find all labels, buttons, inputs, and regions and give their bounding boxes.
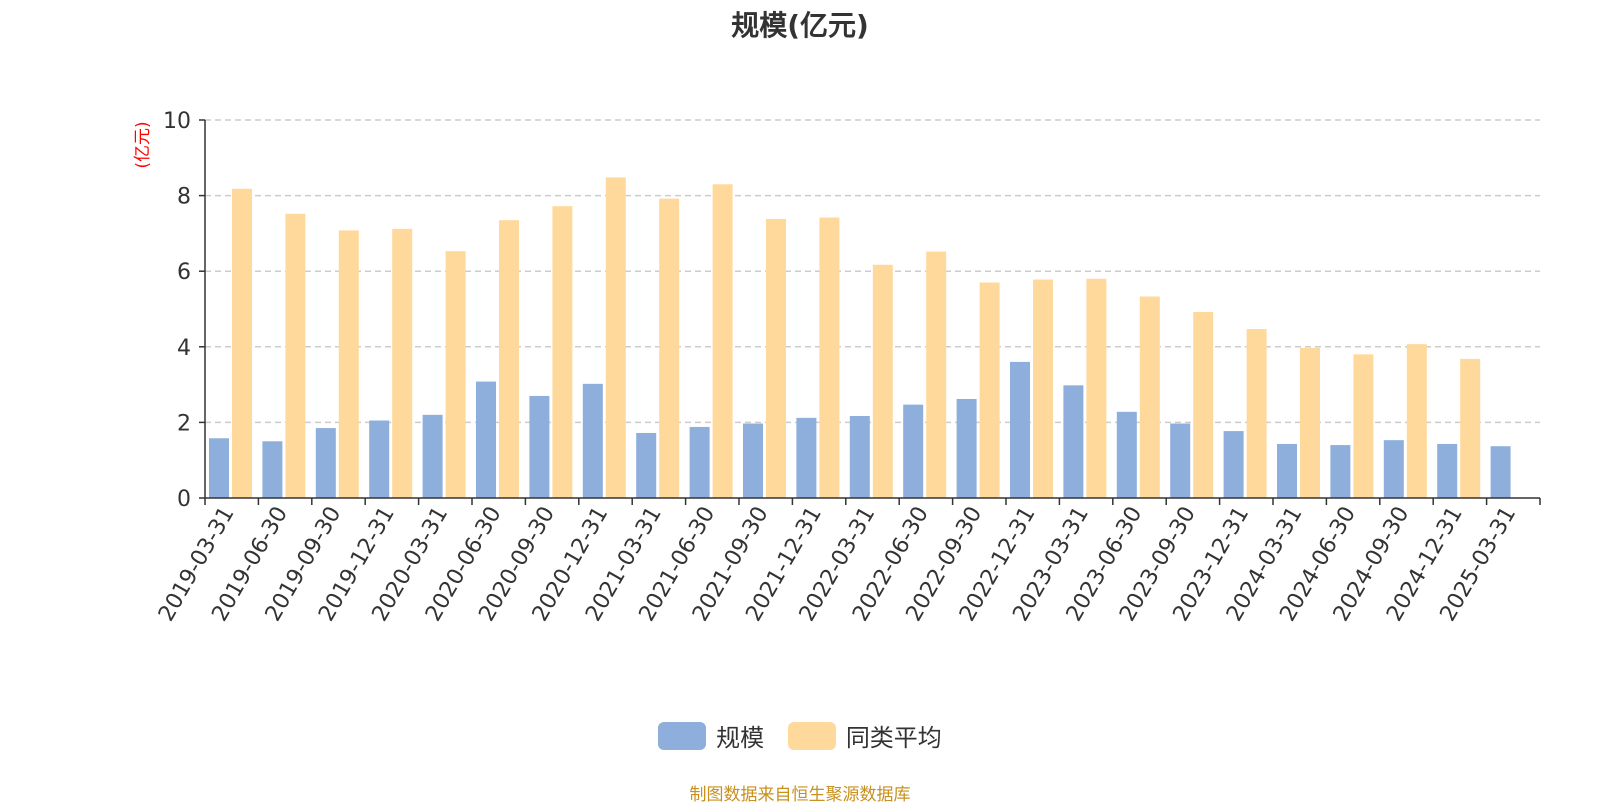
- bar-peer-average[interactable]: [1460, 358, 1481, 498]
- bar-scale[interactable]: [1223, 431, 1244, 498]
- bar-scale[interactable]: [476, 381, 496, 498]
- bar-scale[interactable]: [1490, 446, 1511, 498]
- bar-scale[interactable]: [1330, 445, 1351, 498]
- chart-title: 规模(亿元): [731, 9, 869, 42]
- bar-peer-average[interactable]: [1086, 278, 1107, 498]
- bar-peer-average[interactable]: [819, 217, 840, 499]
- y-tick-label: 6: [177, 260, 191, 285]
- y-tick-label: 8: [177, 185, 191, 210]
- y-tick-label: 2: [177, 411, 191, 436]
- bar-peer-average[interactable]: [285, 213, 306, 498]
- bar-scale[interactable]: [1170, 423, 1191, 498]
- bar-scale[interactable]: [529, 395, 550, 498]
- bar-peer-average[interactable]: [445, 251, 466, 498]
- bar-peer-average[interactable]: [605, 177, 626, 498]
- bar-scale[interactable]: [956, 398, 977, 498]
- legend-label-peer-average: 同类平均: [845, 724, 942, 752]
- bar-peer-average[interactable]: [1033, 279, 1053, 498]
- legend-swatch-scale: [658, 721, 707, 750]
- bar-peer-average[interactable]: [1300, 347, 1320, 498]
- bar-peer-average[interactable]: [979, 282, 1000, 498]
- y-axis-unit-label: (亿元): [133, 121, 153, 168]
- bar-peer-average[interactable]: [1193, 312, 1214, 498]
- bar-scale[interactable]: [369, 420, 390, 498]
- bar-scale[interactable]: [315, 428, 336, 498]
- bar-scale[interactable]: [796, 417, 817, 498]
- bar-peer-average[interactable]: [872, 264, 893, 498]
- bar-scale[interactable]: [209, 438, 229, 498]
- bars: [209, 177, 1511, 499]
- bar-scale[interactable]: [422, 414, 443, 498]
- legend-swatch-peer-average: [787, 721, 836, 750]
- bar-peer-average[interactable]: [232, 188, 252, 498]
- bar-scale[interactable]: [636, 432, 657, 498]
- bar-scale[interactable]: [689, 426, 710, 498]
- bar-scale[interactable]: [1383, 440, 1404, 498]
- bar-peer-average[interactable]: [1246, 329, 1267, 498]
- bar-peer-average[interactable]: [338, 230, 359, 498]
- legend-item-peer-average[interactable]: 同类平均: [787, 718, 942, 753]
- y-tick-label: 10: [163, 109, 191, 134]
- bar-peer-average[interactable]: [552, 206, 573, 498]
- bar-scale[interactable]: [1116, 411, 1137, 498]
- bar-peer-average[interactable]: [499, 220, 519, 499]
- y-tick-label: 0: [177, 487, 191, 512]
- bar-scale[interactable]: [262, 441, 283, 498]
- bar-scale[interactable]: [849, 415, 870, 498]
- source-note: 制图数据来自恒生聚源数据库: [689, 785, 911, 805]
- bar-scale[interactable]: [743, 423, 763, 498]
- bar-peer-average[interactable]: [392, 228, 413, 498]
- bar-scale[interactable]: [1010, 361, 1030, 498]
- bar-peer-average[interactable]: [926, 251, 947, 498]
- bar-peer-average[interactable]: [659, 198, 680, 498]
- bar-peer-average[interactable]: [1139, 296, 1160, 498]
- bar-peer-average[interactable]: [766, 219, 786, 498]
- bar-scale[interactable]: [1437, 443, 1458, 498]
- legend: 规模 同类平均: [0, 718, 1600, 756]
- bar-peer-average[interactable]: [1406, 344, 1427, 498]
- bar-scale[interactable]: [582, 383, 603, 498]
- bar-peer-average[interactable]: [1353, 354, 1374, 498]
- legend-label-scale: 规模: [716, 724, 765, 752]
- legend-item-scale[interactable]: 规模: [658, 718, 764, 753]
- bar-peer-average[interactable]: [712, 184, 733, 498]
- bar-scale[interactable]: [1063, 385, 1084, 498]
- bar-scale[interactable]: [903, 404, 924, 498]
- axes: 02468102019-03-312019-06-302019-09-30201…: [154, 109, 1541, 626]
- y-tick-label: 4: [177, 336, 191, 361]
- bar-scale[interactable]: [1277, 443, 1297, 498]
